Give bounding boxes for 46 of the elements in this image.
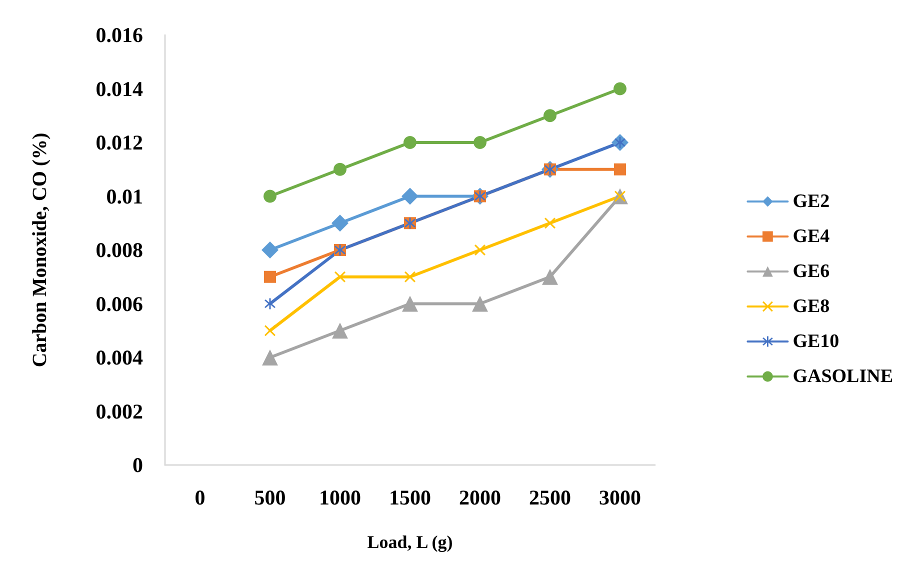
point — [334, 162, 346, 176]
point — [614, 82, 626, 96]
y-tick-label: 0.016 — [96, 23, 143, 47]
x-tick-label: 3000 — [599, 486, 641, 510]
point — [402, 188, 418, 205]
point — [404, 136, 416, 149]
legend-label: GE4 — [792, 226, 830, 247]
y-tick-label: 0.002 — [96, 399, 143, 424]
y-tick-label: 0.012 — [96, 130, 143, 154]
y-tick-label: 0.01 — [106, 184, 143, 208]
legend-label: GE8 — [792, 296, 830, 317]
y-tick-label: 0 — [132, 453, 143, 477]
point — [264, 298, 276, 310]
x-tick-label: 2500 — [529, 486, 571, 510]
legend-label: GE6 — [792, 261, 830, 282]
point — [542, 268, 558, 285]
x-axis-title: Load, L (g) — [367, 532, 453, 552]
x-tick-label: 2000 — [459, 486, 501, 510]
point — [472, 296, 488, 312]
point — [264, 270, 276, 283]
point — [334, 271, 346, 282]
point — [474, 244, 486, 256]
legend-label: GASOLINE — [792, 366, 894, 387]
point — [544, 109, 556, 122]
point — [402, 296, 418, 312]
y-axis-title: Carbon Monoxide, CO (%) — [29, 132, 51, 368]
point — [544, 218, 556, 229]
x-tick-label: 1500 — [389, 486, 431, 510]
point — [614, 163, 626, 176]
point — [262, 242, 278, 258]
point — [332, 322, 348, 339]
point — [262, 350, 278, 366]
point — [332, 214, 348, 232]
x-tick-label: 1000 — [319, 486, 361, 510]
y-tick-label: 0.006 — [96, 292, 143, 316]
point — [474, 136, 486, 149]
y-tick-label: 0.004 — [96, 346, 144, 370]
x-tick-label: 0 — [194, 486, 206, 510]
x-tick-label: 500 — [254, 486, 286, 510]
point — [264, 325, 276, 336]
y-tick-label: 0.008 — [96, 238, 143, 262]
point — [404, 271, 416, 282]
y-tick-label: 0.014 — [96, 76, 144, 101]
point — [264, 190, 276, 203]
legend-label: GE2 — [792, 191, 830, 212]
legend-label: GE10 — [792, 331, 840, 352]
